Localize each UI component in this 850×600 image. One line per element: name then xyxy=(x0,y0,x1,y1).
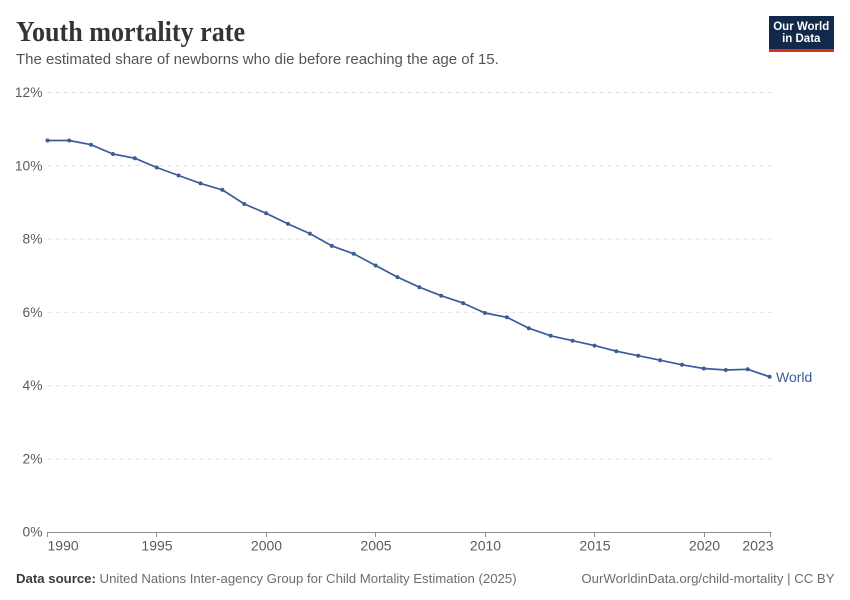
svg-text:2015: 2015 xyxy=(579,538,610,554)
svg-text:1995: 1995 xyxy=(141,538,172,554)
svg-text:2000: 2000 xyxy=(251,538,282,554)
svg-text:2%: 2% xyxy=(23,452,43,467)
svg-text:10%: 10% xyxy=(15,158,43,173)
svg-text:1990: 1990 xyxy=(48,538,79,554)
svg-text:8%: 8% xyxy=(23,232,43,247)
svg-text:12%: 12% xyxy=(15,85,43,100)
svg-text:6%: 6% xyxy=(23,305,43,320)
svg-text:2010: 2010 xyxy=(470,538,501,554)
svg-text:2023: 2023 xyxy=(742,538,773,554)
svg-text:0%: 0% xyxy=(23,525,43,540)
svg-text:2005: 2005 xyxy=(360,538,391,554)
svg-text:World: World xyxy=(776,369,812,385)
svg-text:2020: 2020 xyxy=(689,538,720,554)
svg-text:4%: 4% xyxy=(23,378,43,393)
